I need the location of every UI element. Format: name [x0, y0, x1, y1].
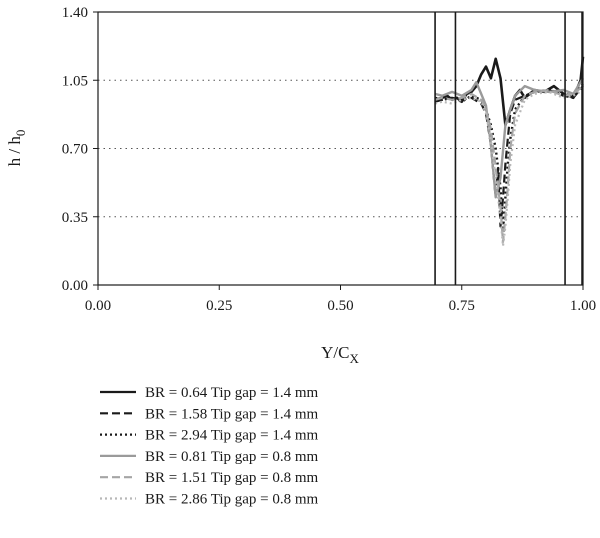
- legend-label: BR = 2.86 Tip gap = 0.8 mm: [145, 492, 319, 508]
- y-tick-label: 0.70: [62, 142, 88, 158]
- x-axis-label-main: Y/C: [321, 343, 349, 362]
- legend-label: BR = 1.51 Tip gap = 0.8 mm: [145, 470, 319, 486]
- legend-label: BR = 0.64 Tip gap = 1.4 mm: [145, 385, 319, 401]
- series-line-1: [434, 56, 585, 127]
- y-axis-label-main: h / h: [5, 136, 24, 167]
- y-tick-label: 0.35: [62, 210, 88, 226]
- x-tick-label: 0.00: [85, 298, 111, 314]
- y-axis-ticks: 0.00 0.35 0.70 1.05 1.40: [62, 5, 98, 294]
- vertical-reference-lines: [434, 12, 583, 285]
- x-tick-label: 1.00: [570, 298, 596, 314]
- x-axis-label: Y/CX: [321, 343, 359, 366]
- legend-label: BR = 2.94 Tip gap = 1.4 mm: [145, 428, 319, 444]
- legend-label: BR = 0.81 Tip gap = 0.8 mm: [145, 449, 319, 465]
- series-line-6: [434, 89, 584, 248]
- x-tick-label: 0.75: [449, 298, 475, 314]
- legend: BR = 0.64 Tip gap = 1.4 mm BR = 1.58 Tip …: [100, 385, 319, 508]
- y-tick-label: 1.40: [62, 5, 88, 21]
- y-axis-label-subscript: 0: [13, 130, 28, 137]
- x-tick-label: 0.25: [206, 298, 232, 314]
- x-axis-label-subscript: X: [349, 351, 359, 366]
- y-axis-label: h / h0: [5, 130, 28, 167]
- y-tick-label: 0.00: [62, 278, 88, 294]
- series-lines: [434, 56, 585, 248]
- legend-label: BR = 1.58 Tip gap = 1.4 mm: [145, 406, 319, 422]
- x-tick-label: 0.50: [327, 298, 353, 314]
- y-tick-label: 1.05: [62, 73, 88, 89]
- x-axis-ticks: 0.00 0.25 0.50 0.75 1.00: [85, 285, 596, 314]
- gridlines: [98, 79, 583, 218]
